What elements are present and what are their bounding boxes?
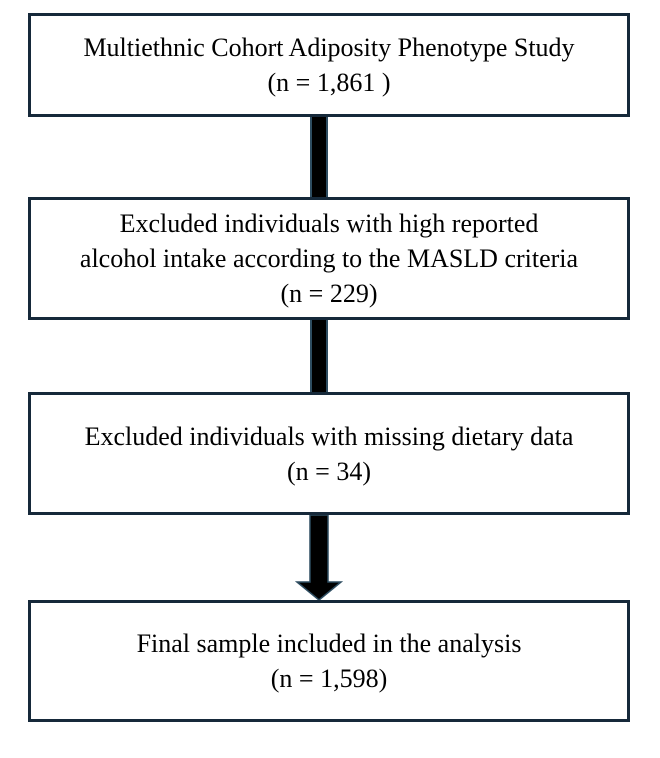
flow-box-excluded-dietary: Excluded individuals with missing dietar… xyxy=(28,392,630,515)
flow-box-final-sample: Final sample included in the analysis (n… xyxy=(28,600,630,722)
box-n-value: (n = 34) xyxy=(287,456,371,486)
box-text-line: Final sample included in the analysis xyxy=(136,629,522,658)
box-n-value: (n = 229) xyxy=(280,279,378,308)
connector-bar-1 xyxy=(310,117,328,197)
box-n-value: (n = 1,598) xyxy=(270,664,388,693)
box-text-line: Excluded individuals with missing dietar… xyxy=(84,421,574,451)
box-text-line: Excluded individuals with high reported xyxy=(119,209,539,238)
connector-bar-2 xyxy=(310,320,328,392)
box-n-value: (n = 1,861 ) xyxy=(267,68,391,97)
flow-box-excluded-alcohol: Excluded individuals with high reported … xyxy=(28,197,630,320)
box-text-line: alcohol intake according to the MASLD cr… xyxy=(79,244,579,273)
box-text-line: Multiethnic Cohort Adiposity Phenotype S… xyxy=(83,33,575,62)
down-arrow-icon xyxy=(295,515,343,601)
flow-box-cohort: Multiethnic Cohort Adiposity Phenotype S… xyxy=(28,13,630,117)
